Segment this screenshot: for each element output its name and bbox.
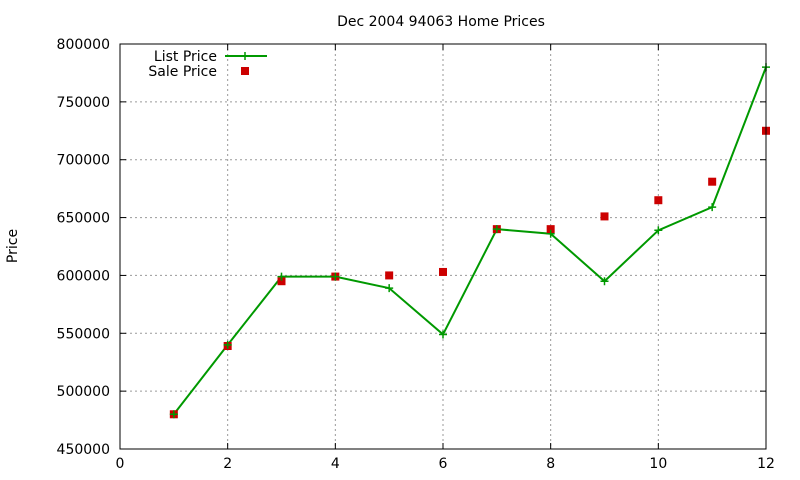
- data-point-sale-price: [600, 212, 609, 221]
- data-point-sale-price: [277, 277, 286, 286]
- legend-label-list-price: List Price: [154, 49, 217, 65]
- legend-marker-sale-price: [241, 67, 249, 75]
- ticks: 0 2 4 6 8 10 12 450000 500000 550000 600000 650000 7…: [57, 37, 775, 472]
- data-point-list-price: [385, 284, 394, 293]
- y-tick-label: 650000: [57, 211, 110, 227]
- legend-marker-list-price: [241, 52, 249, 60]
- plot-frame: [119, 43, 767, 450]
- data-point-sale-price: [385, 271, 394, 280]
- x-tick-label: 6: [439, 456, 448, 472]
- data-point-sale-price: [439, 267, 447, 276]
- x-tick-label: 12: [757, 456, 775, 472]
- x-tick-label: 4: [331, 456, 340, 472]
- data-point-sale-price: [708, 177, 717, 186]
- data-point-list-price: [277, 272, 286, 281]
- series-line-list-price: [173, 66, 767, 415]
- data-point-list-price: [223, 340, 232, 349]
- grid: [120, 44, 766, 449]
- legend: List Price Sale Price: [148, 49, 267, 80]
- x-tick-label: 8: [546, 456, 555, 472]
- data-point-sale-price: [546, 225, 555, 234]
- data-point-list-price: [600, 277, 609, 286]
- data-point-list-price: [708, 203, 717, 212]
- y-tick-label: 600000: [57, 268, 110, 284]
- data-point-list-price: [439, 330, 447, 339]
- data-point-sale-price: [654, 196, 663, 205]
- y-tick-label: 450000: [57, 442, 110, 458]
- data-point-list-price: [492, 225, 501, 234]
- x-tick-label: 2: [223, 456, 232, 472]
- data-point-list-price: [546, 229, 555, 238]
- data-point-list-price: [331, 272, 340, 281]
- x-tick-label: 10: [649, 456, 667, 472]
- y-tick-label: 550000: [57, 326, 110, 342]
- y-tick-label: 500000: [57, 384, 110, 400]
- y-axis-label: Price: [5, 229, 21, 263]
- data-point-list-price: [169, 410, 178, 419]
- y-tick-label: 750000: [57, 95, 110, 111]
- y-tick-label: 800000: [57, 37, 110, 53]
- chart-title: Dec 2004 94063 Home Prices: [337, 14, 545, 30]
- x-tick-label: 0: [116, 456, 125, 472]
- y-tick-label: 700000: [57, 153, 110, 169]
- series-group: [169, 63, 770, 419]
- data-point-list-price: [654, 226, 663, 235]
- legend-label-sale-price: Sale Price: [148, 64, 217, 80]
